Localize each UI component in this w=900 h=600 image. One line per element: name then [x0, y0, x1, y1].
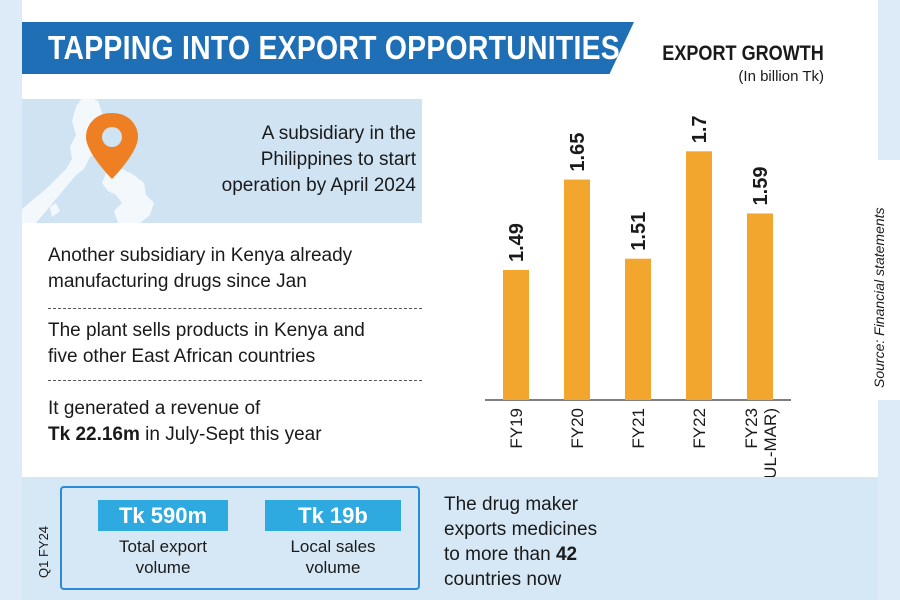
countries-line: to more than 42	[444, 542, 597, 567]
bar-value-label: 1.65	[567, 133, 589, 172]
revenue-fact: It generated a revenue of Tk 22.16m in J…	[48, 396, 322, 448]
page-title: TAPPING INTO EXPORT OPPORTUNITIES	[48, 29, 620, 66]
bar-fy23	[747, 213, 773, 400]
country-count: 42	[555, 544, 578, 565]
revenue-period: in July-Sept this year	[139, 424, 322, 445]
quarter-frame	[60, 486, 420, 590]
fact-line: The plant sells products in Kenya and	[48, 320, 365, 341]
countries-line: The drug maker	[444, 494, 579, 515]
chart-title: EXPORT GROWTH	[662, 42, 824, 65]
x-tick-label: FY23	[742, 408, 761, 449]
philippines-map-icon	[22, 99, 154, 223]
local-sales-caption: Local sales volume	[265, 536, 401, 578]
x-tick-label: FY22	[690, 408, 709, 449]
bar-value-label: 1.7	[689, 115, 711, 143]
caption-line: Total export	[119, 537, 207, 556]
x-tick-label: FY20	[568, 408, 587, 449]
countries-note: The drug maker exports medicines to more…	[444, 492, 597, 592]
export-volume-caption: Total export volume	[98, 536, 228, 578]
fact-line: Tk 22.16m in July-Sept this year	[48, 422, 322, 448]
divider	[48, 308, 422, 309]
bar-fy19	[503, 270, 529, 400]
kenya-subsidiary-fact: Another subsidiary in Kenya already manu…	[48, 243, 352, 295]
quarter-summary-band	[22, 477, 878, 600]
x-tick-label: FY19	[507, 408, 526, 449]
countries-prefix: to more than	[444, 544, 556, 565]
export-growth-chart: 1.49 FY19 1.65 FY20 1.51 FY21 1.7 FY22 1.59 FY23(…	[485, 115, 791, 490]
x-tick-label: (JUL-MAR)	[761, 408, 780, 490]
bar-value-label: 1.49	[506, 223, 528, 262]
local-sales-badge: Tk 19b	[265, 500, 401, 531]
caption-line: Local sales	[290, 537, 376, 556]
fact-line: five other East African countries	[48, 346, 316, 367]
chart-unit-label: (In billion Tk)	[738, 68, 824, 85]
bar-value-label: 1.51	[628, 212, 650, 251]
fact-line: Another subsidiary in Kenya already	[48, 245, 353, 266]
source-strip	[858, 160, 900, 400]
caption-line: volume	[135, 558, 191, 577]
source-note: Source: Financial statements	[871, 207, 887, 388]
bar-fy22	[686, 151, 712, 400]
bar-fy20	[564, 179, 590, 400]
bar-fy21	[625, 258, 651, 400]
philippines-note-line: Philippines to start	[260, 149, 416, 170]
title-banner	[22, 22, 634, 74]
revenue-amount: Tk 22.16m	[48, 424, 140, 445]
philippines-note: A subsidiary in the Philippines to start…	[152, 121, 416, 199]
divider	[48, 380, 422, 381]
quarter-label: Q1 FY24	[36, 525, 51, 578]
philippines-highlight: A subsidiary in the Philippines to start…	[22, 99, 422, 223]
caption-line: volume	[305, 558, 361, 577]
philippines-note-line: A subsidiary in the	[261, 123, 416, 144]
x-tick-label: FY21	[629, 408, 648, 449]
countries-line: countries now	[444, 569, 562, 590]
fact-line: It generated a revenue of	[48, 398, 261, 419]
bar-value-label: 1.59	[750, 167, 772, 206]
kenya-plant-fact: The plant sells products in Kenya and fi…	[48, 318, 365, 370]
export-volume-badge: Tk 590m	[98, 500, 228, 531]
philippines-note-line: operation by April 2024	[221, 175, 416, 196]
countries-line: exports medicines	[444, 519, 598, 540]
fact-line: manufacturing drugs since Jan	[48, 271, 307, 292]
